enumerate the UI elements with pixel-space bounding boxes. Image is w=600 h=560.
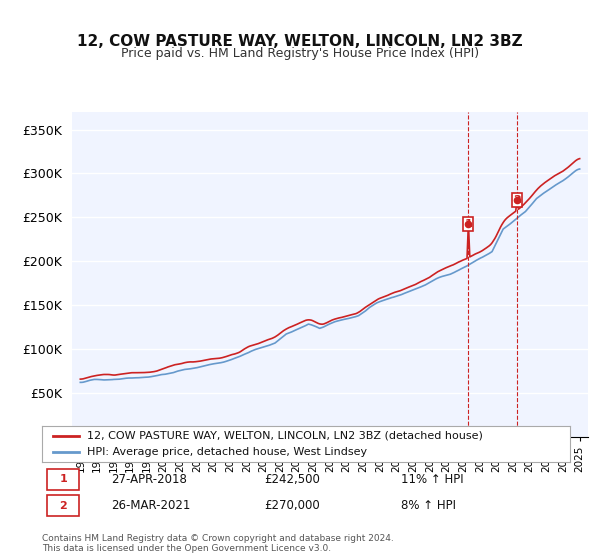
Text: £270,000: £270,000	[264, 499, 320, 512]
Text: £242,500: £242,500	[264, 473, 320, 486]
Point	[464, 220, 473, 228]
Text: 8% ↑ HPI: 8% ↑ HPI	[401, 499, 456, 512]
Text: Price paid vs. HM Land Registry's House Price Index (HPI): Price paid vs. HM Land Registry's House …	[121, 46, 479, 60]
Point	[512, 195, 522, 204]
Text: 27-APR-2018: 27-APR-2018	[110, 473, 187, 486]
Text: 11% ↑ HPI: 11% ↑ HPI	[401, 473, 464, 486]
Text: 1: 1	[59, 474, 67, 484]
Text: 12, COW PASTURE WAY, WELTON, LINCOLN, LN2 3BZ (detached house): 12, COW PASTURE WAY, WELTON, LINCOLN, LN…	[87, 431, 483, 441]
FancyBboxPatch shape	[47, 495, 79, 516]
Text: 1: 1	[464, 219, 472, 229]
FancyBboxPatch shape	[47, 469, 79, 490]
Text: 26-MAR-2021: 26-MAR-2021	[110, 499, 190, 512]
FancyBboxPatch shape	[512, 193, 522, 207]
FancyBboxPatch shape	[463, 217, 473, 231]
Text: 2: 2	[513, 195, 521, 205]
Text: 2: 2	[59, 501, 67, 511]
Text: Contains HM Land Registry data © Crown copyright and database right 2024.
This d: Contains HM Land Registry data © Crown c…	[42, 534, 394, 553]
Text: HPI: Average price, detached house, West Lindsey: HPI: Average price, detached house, West…	[87, 447, 367, 457]
Text: 12, COW PASTURE WAY, WELTON, LINCOLN, LN2 3BZ: 12, COW PASTURE WAY, WELTON, LINCOLN, LN…	[77, 35, 523, 49]
